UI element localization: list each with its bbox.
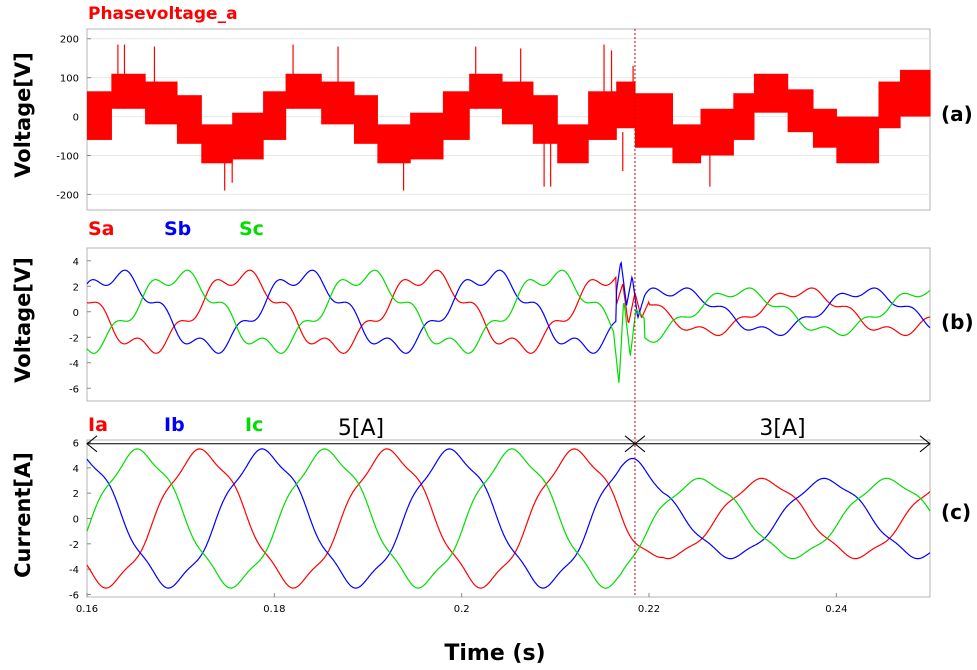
legend-sb: Sb xyxy=(164,218,191,240)
legend-sa: Sa xyxy=(88,218,115,240)
phase-voltage-band xyxy=(232,112,264,160)
phase-voltage-band xyxy=(111,73,146,109)
panel-c-ytick-label: 2 xyxy=(73,489,79,500)
phase-voltage-band xyxy=(836,116,880,164)
panel-c-xtick-label: 0.24 xyxy=(825,604,847,615)
phase-voltage-band xyxy=(557,124,589,164)
panel-c-xtick-label: 0.16 xyxy=(76,604,98,615)
panel-a-ytick-label: 0 xyxy=(73,113,79,124)
phase-voltage-band xyxy=(753,73,789,113)
panel-a-gridlines xyxy=(87,38,930,195)
phase-voltage-band xyxy=(700,108,734,156)
phase-voltage-band xyxy=(501,81,534,125)
panel-b-label: (b) xyxy=(941,310,974,334)
range-label: 3[A] xyxy=(759,416,805,441)
range-label: 5[A] xyxy=(338,416,384,441)
x-axis-label: Time (s) xyxy=(444,641,545,666)
panel-c-ylabel: Current[A] xyxy=(11,452,35,578)
panel-a-ytick-label: -200 xyxy=(56,190,79,201)
series-ic xyxy=(86,448,931,589)
arrow-head-left xyxy=(634,435,646,453)
panel-b-ylabel: Voltage[V] xyxy=(11,257,35,383)
panel-c-xtick-label: 0.18 xyxy=(263,604,285,615)
phase-voltage-band xyxy=(787,89,814,133)
panel-a-ytick-label: 200 xyxy=(60,35,79,46)
phase-voltage-band xyxy=(201,124,233,164)
phase-voltage-band xyxy=(263,91,287,140)
panel-b-yticks: 4 2 0 -2 -4 -6 xyxy=(69,257,91,395)
phase-voltage-band xyxy=(900,69,931,117)
panel-b-ytick-label: -6 xyxy=(69,384,79,395)
panel-c-ytick-label: 4 xyxy=(73,464,79,475)
phase-voltage-band xyxy=(878,81,901,129)
panel-a-ylabel: Voltage[V] xyxy=(11,52,35,178)
phase-voltage-band xyxy=(442,91,470,140)
panel-b-ytick-label: 2 xyxy=(73,282,79,293)
phase-voltage-band xyxy=(616,81,636,129)
panel-c-xtick-label: 0.2 xyxy=(454,604,470,615)
phase-voltage-band xyxy=(377,124,411,164)
panel-a-ytick-label: 100 xyxy=(60,74,79,85)
panel-b-ytick-label: -4 xyxy=(69,359,79,370)
phase-voltage-band xyxy=(733,93,755,140)
legend-ib: Ib xyxy=(164,414,185,436)
phase-voltage-band xyxy=(176,95,202,144)
panel-b: Sa Sb Sc 4 2 0 -2 -4 -6 Voltage[V] (b) xyxy=(11,218,974,402)
series-ib xyxy=(86,448,931,589)
panel-c-frame xyxy=(86,439,931,598)
panel-b-frame xyxy=(86,247,931,402)
panel-a-yticks: 200 100 0 -100 -200 xyxy=(56,35,91,201)
phase-voltage-band xyxy=(410,112,444,160)
arrow-head-left xyxy=(86,435,98,453)
arrow-head-right xyxy=(919,435,931,453)
panel-a-ytick-label: -100 xyxy=(56,152,79,163)
panel-b-ytick-label: -2 xyxy=(69,333,79,344)
panel-c-xtick-label: 0.22 xyxy=(638,604,660,615)
panel-b-series xyxy=(86,260,931,383)
phase-voltage-band xyxy=(469,73,503,109)
panel-a-label: (a) xyxy=(941,102,973,126)
series-sb xyxy=(86,260,931,354)
phase-voltage-band xyxy=(353,95,378,144)
panel-c-ytick-label: -6 xyxy=(69,590,79,601)
phase-voltage-band xyxy=(634,93,674,148)
panel-c-ytick-label: 6 xyxy=(73,439,79,450)
series-sc xyxy=(86,269,931,383)
phase-voltage-band xyxy=(812,108,837,148)
phase-voltage-band xyxy=(145,81,178,125)
panel-a: Phasevoltage_a 200 100 0 -100 -200 Voltage[V… xyxy=(11,4,973,211)
series-ia xyxy=(86,448,931,589)
panel-c-ytick-label: -4 xyxy=(69,565,79,576)
legend-ic: Ic xyxy=(245,414,263,436)
panel-c-annotations: 5[A] 3[A] xyxy=(86,416,931,453)
panel-a-title: Phasevoltage_a xyxy=(88,4,238,24)
phase-voltage-band xyxy=(672,124,702,164)
series-sa xyxy=(86,269,931,354)
panel-c-series xyxy=(86,448,931,589)
phase-voltage-band xyxy=(588,91,617,140)
panel-c-ytick-label: -2 xyxy=(69,540,79,551)
legend-ia: Ia xyxy=(88,414,108,436)
legend-sc: Sc xyxy=(239,218,264,240)
panel-b-ytick-label: 0 xyxy=(73,308,79,319)
phase-voltage-band xyxy=(285,73,322,109)
phase-voltage-band xyxy=(532,95,558,144)
panel-c-ytick-label: 0 xyxy=(73,515,79,526)
panel-a-series xyxy=(87,44,931,191)
panel-c-axis-ticks: 6 4 2 0 -2 -4 -6 0.16 0.18 0.2 0.22 0.24 xyxy=(69,439,847,615)
panel-b-ytick-label: 4 xyxy=(73,257,79,268)
phase-voltage-band xyxy=(87,91,112,140)
panel-c: Ia Ib Ic 6 4 2 0 -2 -4 -6 0.16 0.18 0.2 0.22 0.24 5… xyxy=(11,414,971,615)
panel-c-label: (c) xyxy=(941,500,971,524)
